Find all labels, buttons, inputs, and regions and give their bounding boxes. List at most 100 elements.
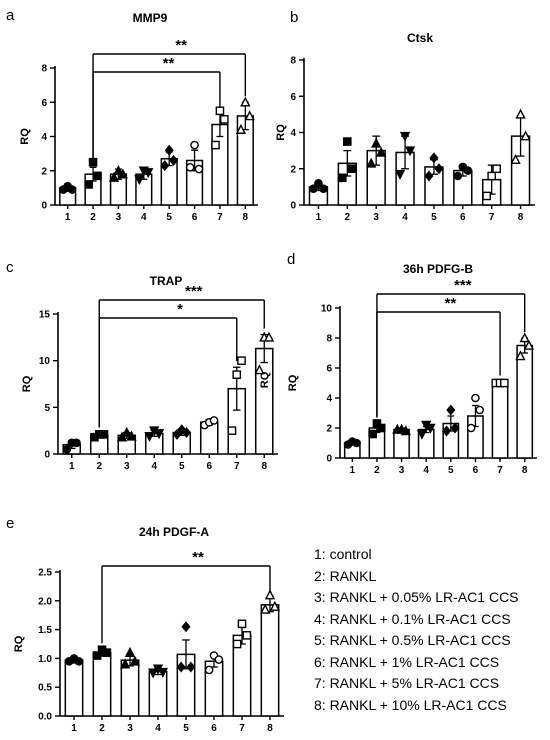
y-tick-label: 0 xyxy=(44,450,50,461)
data-point xyxy=(116,431,128,442)
x-tick-label: 1 xyxy=(69,461,75,472)
legend-item-7: 7: RANKL + 5% LR-AC1 CCS xyxy=(314,675,500,691)
y-axis-label: RQ xyxy=(13,635,25,652)
x-tick-label: 3 xyxy=(124,461,130,472)
y-tick-label: 1.5 xyxy=(38,625,52,636)
data-point xyxy=(108,171,120,182)
legend-item-5: 5: RANKL + 0.5% LR-AC1 CCS xyxy=(314,632,511,648)
data-point xyxy=(446,404,456,416)
data-point xyxy=(309,184,318,193)
x-tick-label: 2 xyxy=(96,461,102,472)
x-tick-label: 1 xyxy=(316,212,322,223)
chart-title: 36h PDFG-B xyxy=(403,262,473,276)
data-point xyxy=(399,131,411,142)
data-point xyxy=(475,405,485,415)
data-point xyxy=(119,658,131,669)
x-tick-label: 6 xyxy=(211,723,217,734)
legend-item-3: 3: RANKL + 0.05% LR-AC1 CCS xyxy=(314,589,519,605)
data-point xyxy=(62,445,72,454)
data-point xyxy=(160,160,170,172)
data-point xyxy=(434,163,444,175)
data-point xyxy=(186,661,196,673)
chart-title: 24h PDGF-A xyxy=(139,525,209,539)
data-point xyxy=(177,424,187,436)
x-tick-label: 8 xyxy=(522,465,528,476)
y-tick-label: 2 xyxy=(326,424,332,435)
y-tick-label: 6 xyxy=(290,92,296,103)
data-point xyxy=(314,178,323,188)
y-tick-label: 6 xyxy=(41,98,47,109)
x-tick-label: 7 xyxy=(234,461,240,472)
data-point xyxy=(102,648,112,657)
data-point xyxy=(453,171,463,181)
y-tick-label: 0 xyxy=(290,201,296,212)
significance-label: *** xyxy=(454,277,472,294)
y-tick-label: 15 xyxy=(39,310,51,321)
data-point xyxy=(343,137,352,146)
data-point xyxy=(237,356,246,365)
data-point xyxy=(523,339,535,350)
data-point xyxy=(172,428,182,440)
y-axis-label: RQ xyxy=(19,128,31,145)
data-point xyxy=(510,153,521,164)
data-point xyxy=(209,416,219,425)
legend-item-4: 4: RANKL + 0.1% LR-AC1 CCS xyxy=(314,610,511,627)
x-tick-label: 1 xyxy=(71,723,77,734)
data-point xyxy=(240,96,251,107)
panel-letter: b xyxy=(290,9,298,26)
y-tick-label: 2 xyxy=(290,164,296,175)
data-point xyxy=(259,603,271,614)
data-point xyxy=(471,393,480,403)
x-tick-label: 6 xyxy=(206,461,212,472)
data-point xyxy=(164,144,174,156)
x-tick-label: 4 xyxy=(423,465,429,476)
x-tick-label: 2 xyxy=(99,723,105,734)
bar xyxy=(64,659,84,717)
x-tick-label: 7 xyxy=(239,723,245,734)
x-tick-label: 3 xyxy=(127,723,133,734)
bar xyxy=(516,344,534,459)
x-tick-label: 4 xyxy=(155,723,161,734)
y-tick-label: 4 xyxy=(290,128,296,139)
group-legend: 1: control 2: RANKL 3: RANKL + 0.05% LR-… xyxy=(314,544,519,716)
y-axis-label: RQ xyxy=(21,375,33,392)
data-point xyxy=(450,422,460,434)
y-tick-label: 8 xyxy=(326,334,332,345)
x-tick-label: 7 xyxy=(489,212,495,223)
data-point xyxy=(515,108,526,119)
x-tick-label: 8 xyxy=(267,723,273,734)
x-tick-label: 5 xyxy=(166,212,172,223)
data-point xyxy=(232,370,242,379)
data-point xyxy=(376,146,387,157)
bar xyxy=(148,670,168,717)
data-point xyxy=(67,185,77,194)
data-point xyxy=(394,169,406,180)
x-tick-label: 7 xyxy=(497,465,503,476)
data-point xyxy=(93,171,102,181)
bar xyxy=(92,651,112,717)
data-point xyxy=(126,430,137,441)
panel-a: a MMP9 RQ 0 2 4 6 8 1 2 3 4 5 6 7 8 **** xyxy=(6,7,258,223)
data-point xyxy=(124,646,136,657)
significance-label: ** xyxy=(163,55,175,72)
bar xyxy=(254,347,274,455)
data-point xyxy=(204,665,214,675)
legend-item-8: 8: RANKL + 10% LR-AC1 CCS xyxy=(314,696,507,713)
data-point xyxy=(157,667,169,678)
data-point xyxy=(424,170,434,182)
data-point xyxy=(264,589,276,600)
x-tick-label: 1 xyxy=(65,212,71,223)
data-point xyxy=(348,164,357,174)
y-axis-label: RQ xyxy=(275,124,287,141)
panel-c: c TRAP RQ 0 5 10 15 1 2 3 4 5 6 7 8 **** xyxy=(6,259,278,472)
data-point xyxy=(182,427,192,439)
data-point xyxy=(117,168,128,179)
data-point xyxy=(232,639,242,649)
data-point xyxy=(425,423,436,434)
x-tick-label: 5 xyxy=(448,465,454,476)
x-tick-label: 6 xyxy=(473,465,479,476)
data-point xyxy=(366,157,377,168)
data-point xyxy=(500,378,509,388)
x-tick-label: 8 xyxy=(261,461,267,472)
